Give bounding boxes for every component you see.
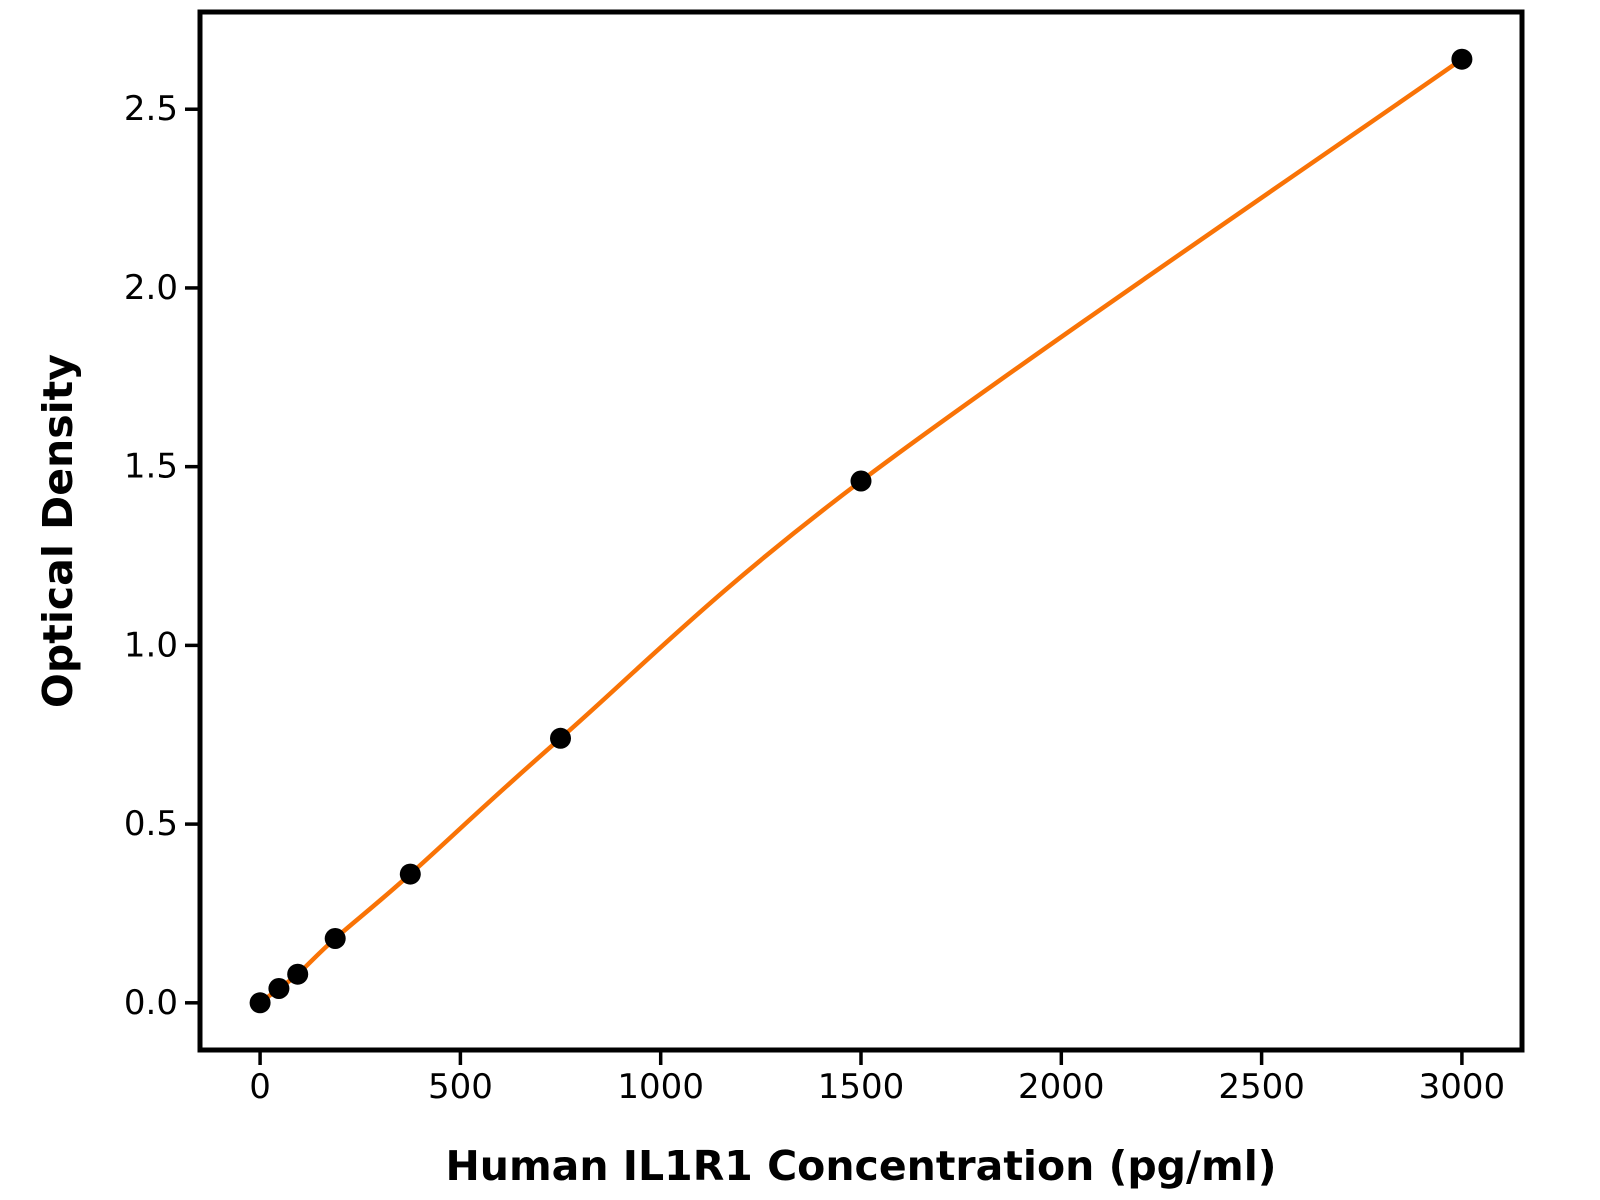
x-tick-label: 2000 [1018, 1067, 1105, 1107]
x-axis-label: Human IL1R1 Concentration (pg/ml) [445, 1142, 1276, 1190]
x-tick-label: 1000 [617, 1067, 704, 1107]
data-point-marker [850, 470, 872, 492]
y-axis-label: Optical Density [34, 354, 82, 708]
y-tick-label: 2.5 [124, 89, 178, 129]
y-tick-label: 2.0 [124, 268, 178, 308]
plot-border [197, 9, 1525, 1053]
data-point-marker [249, 992, 271, 1014]
data-point-marker [1451, 48, 1473, 70]
data-point-marker [550, 727, 571, 749]
y-tick-label: 0.0 [124, 983, 178, 1023]
x-tick-label: 0 [249, 1067, 271, 1107]
x-tick-label: 3000 [1419, 1067, 1506, 1107]
data-point-marker [268, 978, 290, 999]
x-tick-label: 1500 [818, 1067, 905, 1107]
x-tick-label: 2500 [1218, 1067, 1305, 1107]
y-tick-label: 1.0 [124, 625, 178, 665]
data-point-marker [324, 928, 346, 949]
data-point-marker [287, 963, 309, 985]
y-tick-label: 0.5 [124, 804, 178, 844]
y-tick-label: 1.5 [124, 447, 178, 487]
x-tick-label: 500 [428, 1067, 493, 1107]
data-point-marker [399, 863, 421, 885]
